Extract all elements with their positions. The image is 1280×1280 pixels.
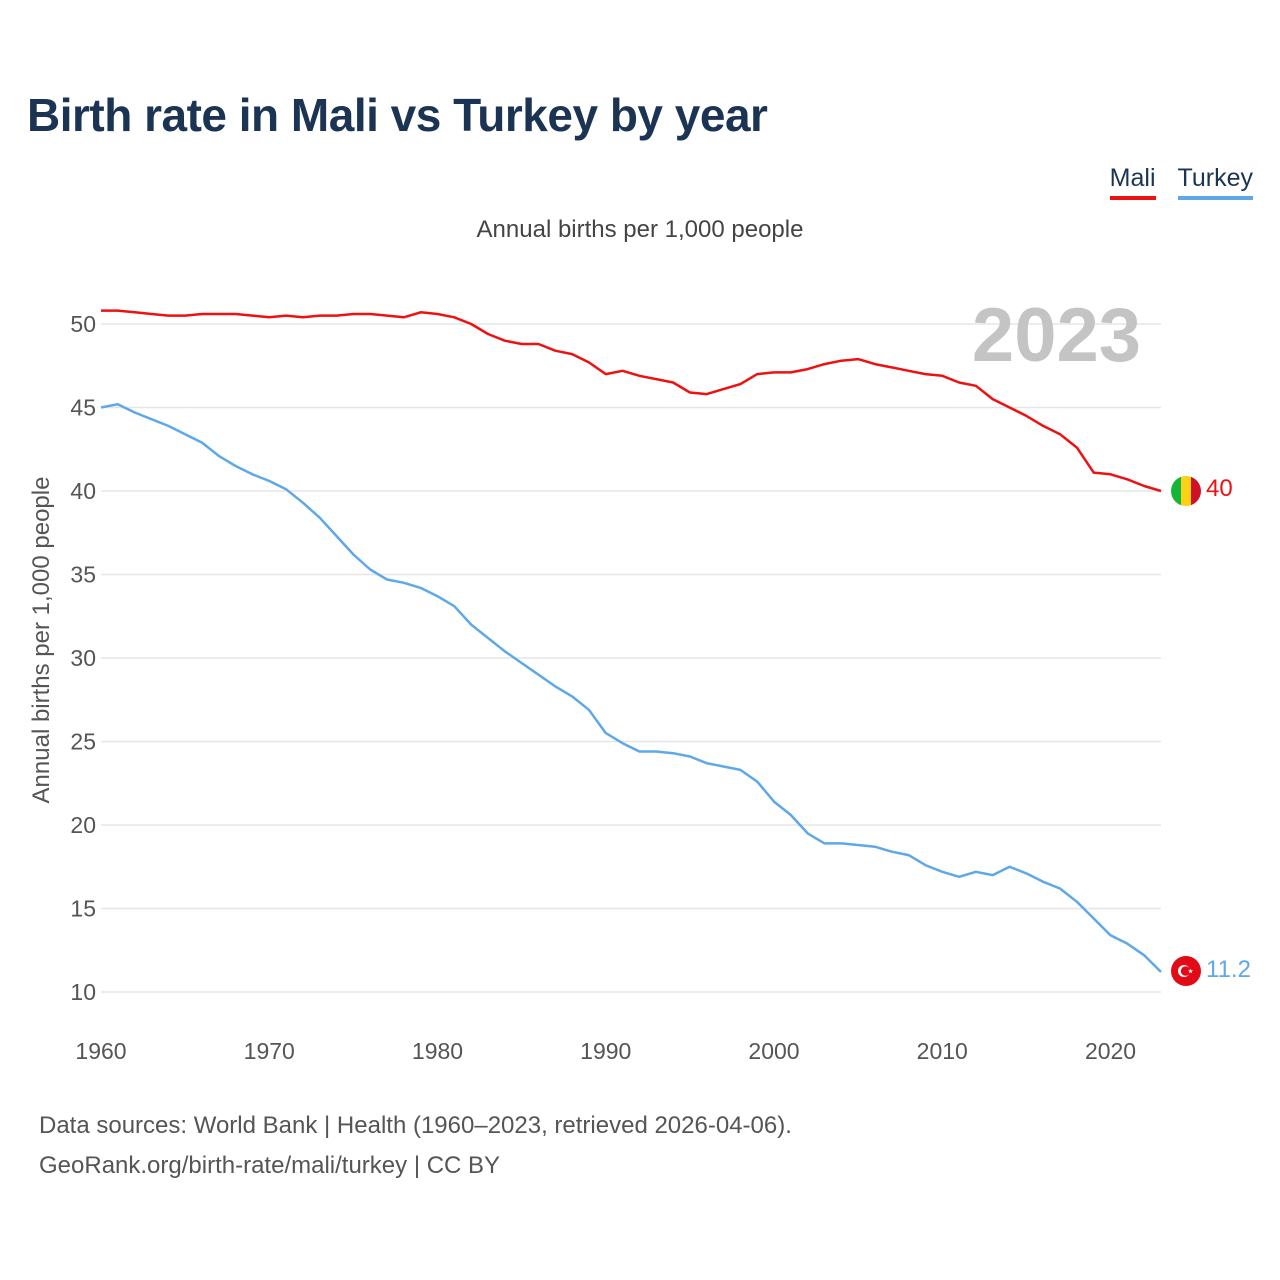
turkey-flag-icon: [1171, 956, 1201, 986]
y-tick-label: 20: [70, 812, 96, 838]
legend: Mali Turkey: [1109, 164, 1253, 200]
y-tick-label: 45: [70, 395, 96, 421]
y-tick-label: 25: [70, 729, 96, 755]
series-lines: [100, 309, 1162, 973]
y-axis-label: Annual births per 1,000 people: [28, 476, 55, 804]
x-tick-label: 2010: [917, 1038, 968, 1064]
mali-flag-icon: [1171, 476, 1201, 506]
y-tick-label: 40: [70, 478, 96, 504]
source-line-1: Data sources: World Bank | Health (1960–…: [39, 1112, 792, 1139]
series-line-mali[interactable]: [101, 309, 1162, 493]
x-tick-label: 1960: [75, 1038, 126, 1064]
y-tick-label: 35: [70, 562, 96, 588]
source-note: Data sources: World Bank | Health (1960–…: [39, 1106, 792, 1186]
x-tick-label: 2020: [1085, 1038, 1136, 1064]
turkey-end-value: 11.2: [1206, 956, 1251, 983]
y-tick-label: 30: [70, 645, 96, 671]
source-line-2[interactable]: GeoRank.org/birth-rate/mali/turkey | CC …: [39, 1152, 501, 1179]
chart-subtitle: Annual births per 1,000 people: [476, 216, 804, 243]
y-tick-label: 15: [70, 896, 96, 922]
x-tick-label: 1970: [244, 1038, 295, 1064]
chart-title: Birth rate in Mali vs Turkey by year: [27, 89, 768, 141]
legend-item-turkey[interactable]: Turkey: [1177, 164, 1253, 200]
x-tick-label: 1980: [412, 1038, 463, 1064]
gridlines: [101, 323, 1161, 993]
mali-end-value: 40: [1206, 475, 1233, 502]
x-tick-label: 1990: [580, 1038, 631, 1064]
x-tick-label: 2000: [748, 1038, 799, 1064]
y-axis-ticks: 10 15 20 25 30 35 40 45 50: [70, 311, 96, 1005]
year-watermark: 2023: [971, 293, 1141, 378]
legend-item-mali[interactable]: Mali: [1109, 164, 1156, 200]
y-tick-label: 10: [70, 979, 96, 1005]
x-axis-ticks: 1960 1970 1980 1990 2000 2010 2020: [75, 1038, 1136, 1064]
series-line-turkey[interactable]: [100, 402, 1162, 973]
y-tick-label: 50: [70, 311, 96, 337]
